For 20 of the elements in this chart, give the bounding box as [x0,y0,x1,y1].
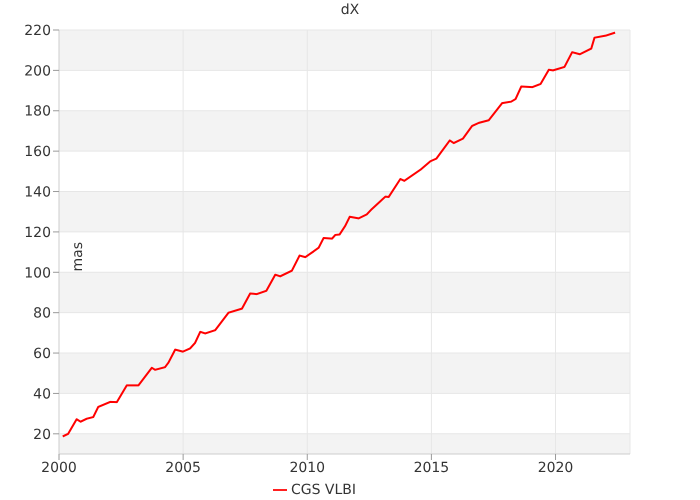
y-tick-label: 20 [33,426,51,443]
x-tick-label: 2005 [165,460,201,476]
y-tick-label: 180 [24,104,51,120]
y-tick-label: 160 [24,144,51,160]
y-tick-label: 40 [33,386,51,402]
y-axis-title: mas [70,242,86,272]
y-tick-label: 60 [33,346,51,362]
x-tick-label: 2010 [289,460,326,476]
y-tick-label: 120 [24,224,51,241]
y-tick-label: 80 [33,306,51,322]
x-tick-label: 2020 [538,460,574,476]
y-tick-label: 140 [24,184,51,200]
y-tick-label: 200 [24,63,51,80]
line-series [62,32,616,438]
y-tick-label: 100 [24,265,51,282]
y-tick-label: 220 [24,22,51,39]
legend-label: CGS VLBI [290,482,356,498]
chart-title: dX [340,2,360,18]
x-tick-label: 2015 [414,460,450,476]
x-tick-label: 2000 [41,460,77,476]
